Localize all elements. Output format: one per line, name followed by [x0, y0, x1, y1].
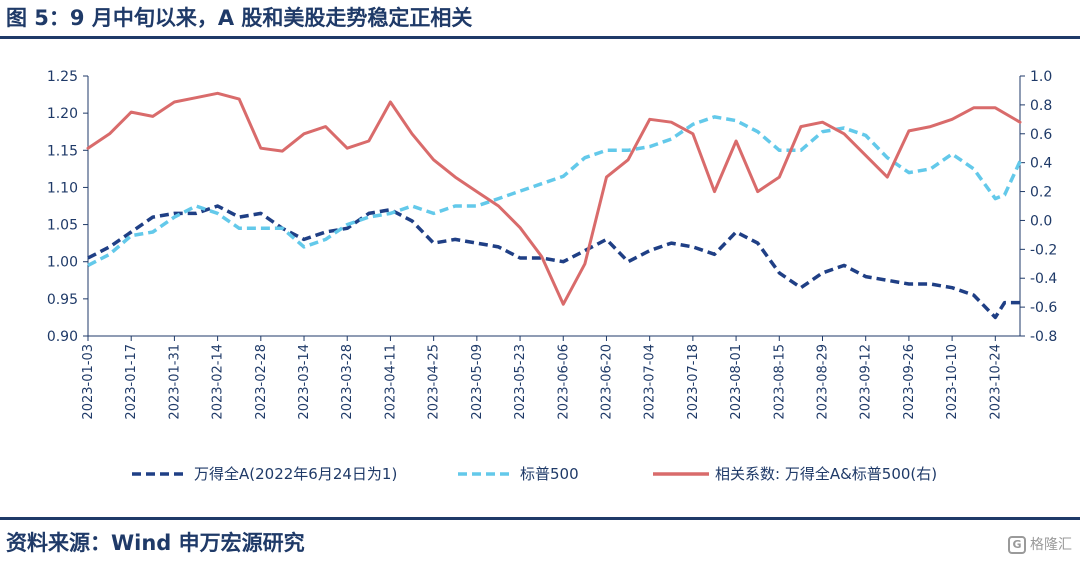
- right-tick-label: 0.0: [1030, 213, 1052, 229]
- series-line-3: [86, 91, 1022, 306]
- x-tick-label: 2023-10-24: [988, 344, 1003, 420]
- x-tick-label: 2023-04-25: [427, 344, 442, 420]
- x-tick-label: 2023-09-26: [902, 344, 917, 420]
- x-tick-label: 2023-10-10: [945, 344, 960, 420]
- source-rule: [0, 517, 1080, 520]
- x-tick-label: 2023-08-29: [815, 344, 830, 420]
- x-tick-label: 2023-02-28: [254, 344, 269, 420]
- axes: 1.25 1.20 1.15 1.10 1.05 1.00 0.95 0.90 1.0 0.8 0.…: [47, 69, 1058, 420]
- right-tick-label: -0.6: [1030, 300, 1057, 316]
- series-layer: [86, 91, 1022, 320]
- left-tick-label: 1.05: [47, 218, 78, 234]
- right-tick-label: 0.8: [1030, 98, 1052, 114]
- x-tick-label: 2023-06-20: [599, 344, 614, 420]
- series-line-1: [87, 204, 1020, 320]
- left-tick-label: 1.15: [47, 143, 78, 159]
- x-tick-label: 2023-05-23: [513, 344, 528, 420]
- chart-title: 图 5：9 月中旬以来，A 股和美股走势稳定正相关: [6, 6, 473, 30]
- legend-label-3: 相关系数: 万得全A&标普500(右): [715, 465, 937, 483]
- x-tick-label: 2023-03-14: [297, 344, 312, 420]
- left-tick-label: 0.95: [47, 292, 78, 308]
- left-tick-label: 0.90: [47, 329, 78, 345]
- left-tick-label: 1.25: [47, 69, 78, 85]
- x-tick-label: 2023-02-14: [211, 344, 226, 420]
- x-tick-label: 2023-01-31: [167, 344, 182, 420]
- legend-label-1: 万得全A(2022年6月24日为1): [194, 465, 397, 483]
- right-tick-label: -0.4: [1030, 271, 1057, 287]
- right-tick-label: -0.8: [1030, 329, 1057, 345]
- left-tick-label: 1.20: [47, 106, 78, 122]
- watermark: G 格隆汇: [1008, 533, 1072, 557]
- right-tick-label: 0.4: [1030, 156, 1052, 172]
- x-tick-label: 2023-08-01: [729, 344, 744, 420]
- title-rule: [0, 36, 1080, 39]
- x-tick-label: 2023-06-06: [556, 344, 571, 420]
- line-chart: 1.25 1.20 1.15 1.10 1.05 1.00 0.95 0.90 1.0 0.8 0.…: [47, 69, 1058, 483]
- legend-label-2: 标普500: [520, 465, 579, 483]
- watermark-logo-icon: G: [1008, 536, 1026, 554]
- left-tick-label: 1.00: [47, 255, 78, 271]
- x-tick-label: 2023-07-18: [686, 344, 701, 420]
- right-tick-label: -0.2: [1030, 242, 1057, 258]
- watermark-text: 格隆汇: [1030, 537, 1072, 553]
- source-note: 资料来源：Wind 申万宏源研究: [6, 531, 305, 555]
- right-tick-label: 0.6: [1030, 127, 1052, 143]
- x-tick-label: 2023-03-28: [340, 344, 355, 420]
- legend: 万得全A(2022年6月24日为1) 标普500 相关系数: 万得全A&标普500(…: [132, 465, 937, 483]
- series-line-2: [87, 115, 1022, 267]
- x-tick-label: 2023-09-12: [859, 344, 874, 420]
- right-tick-label: 0.2: [1030, 185, 1052, 201]
- x-tick-label: 2023-04-11: [383, 344, 398, 420]
- x-tick-label: 2023-01-17: [124, 344, 139, 420]
- x-tick-label: 2023-07-04: [643, 344, 658, 420]
- x-tick-label: 2023-08-15: [772, 344, 787, 420]
- left-tick-label: 1.10: [47, 180, 78, 196]
- right-tick-label: 1.0: [1030, 69, 1052, 85]
- x-tick-label: 2023-05-09: [470, 344, 485, 420]
- x-tick-label: 2023-01-03: [81, 344, 96, 420]
